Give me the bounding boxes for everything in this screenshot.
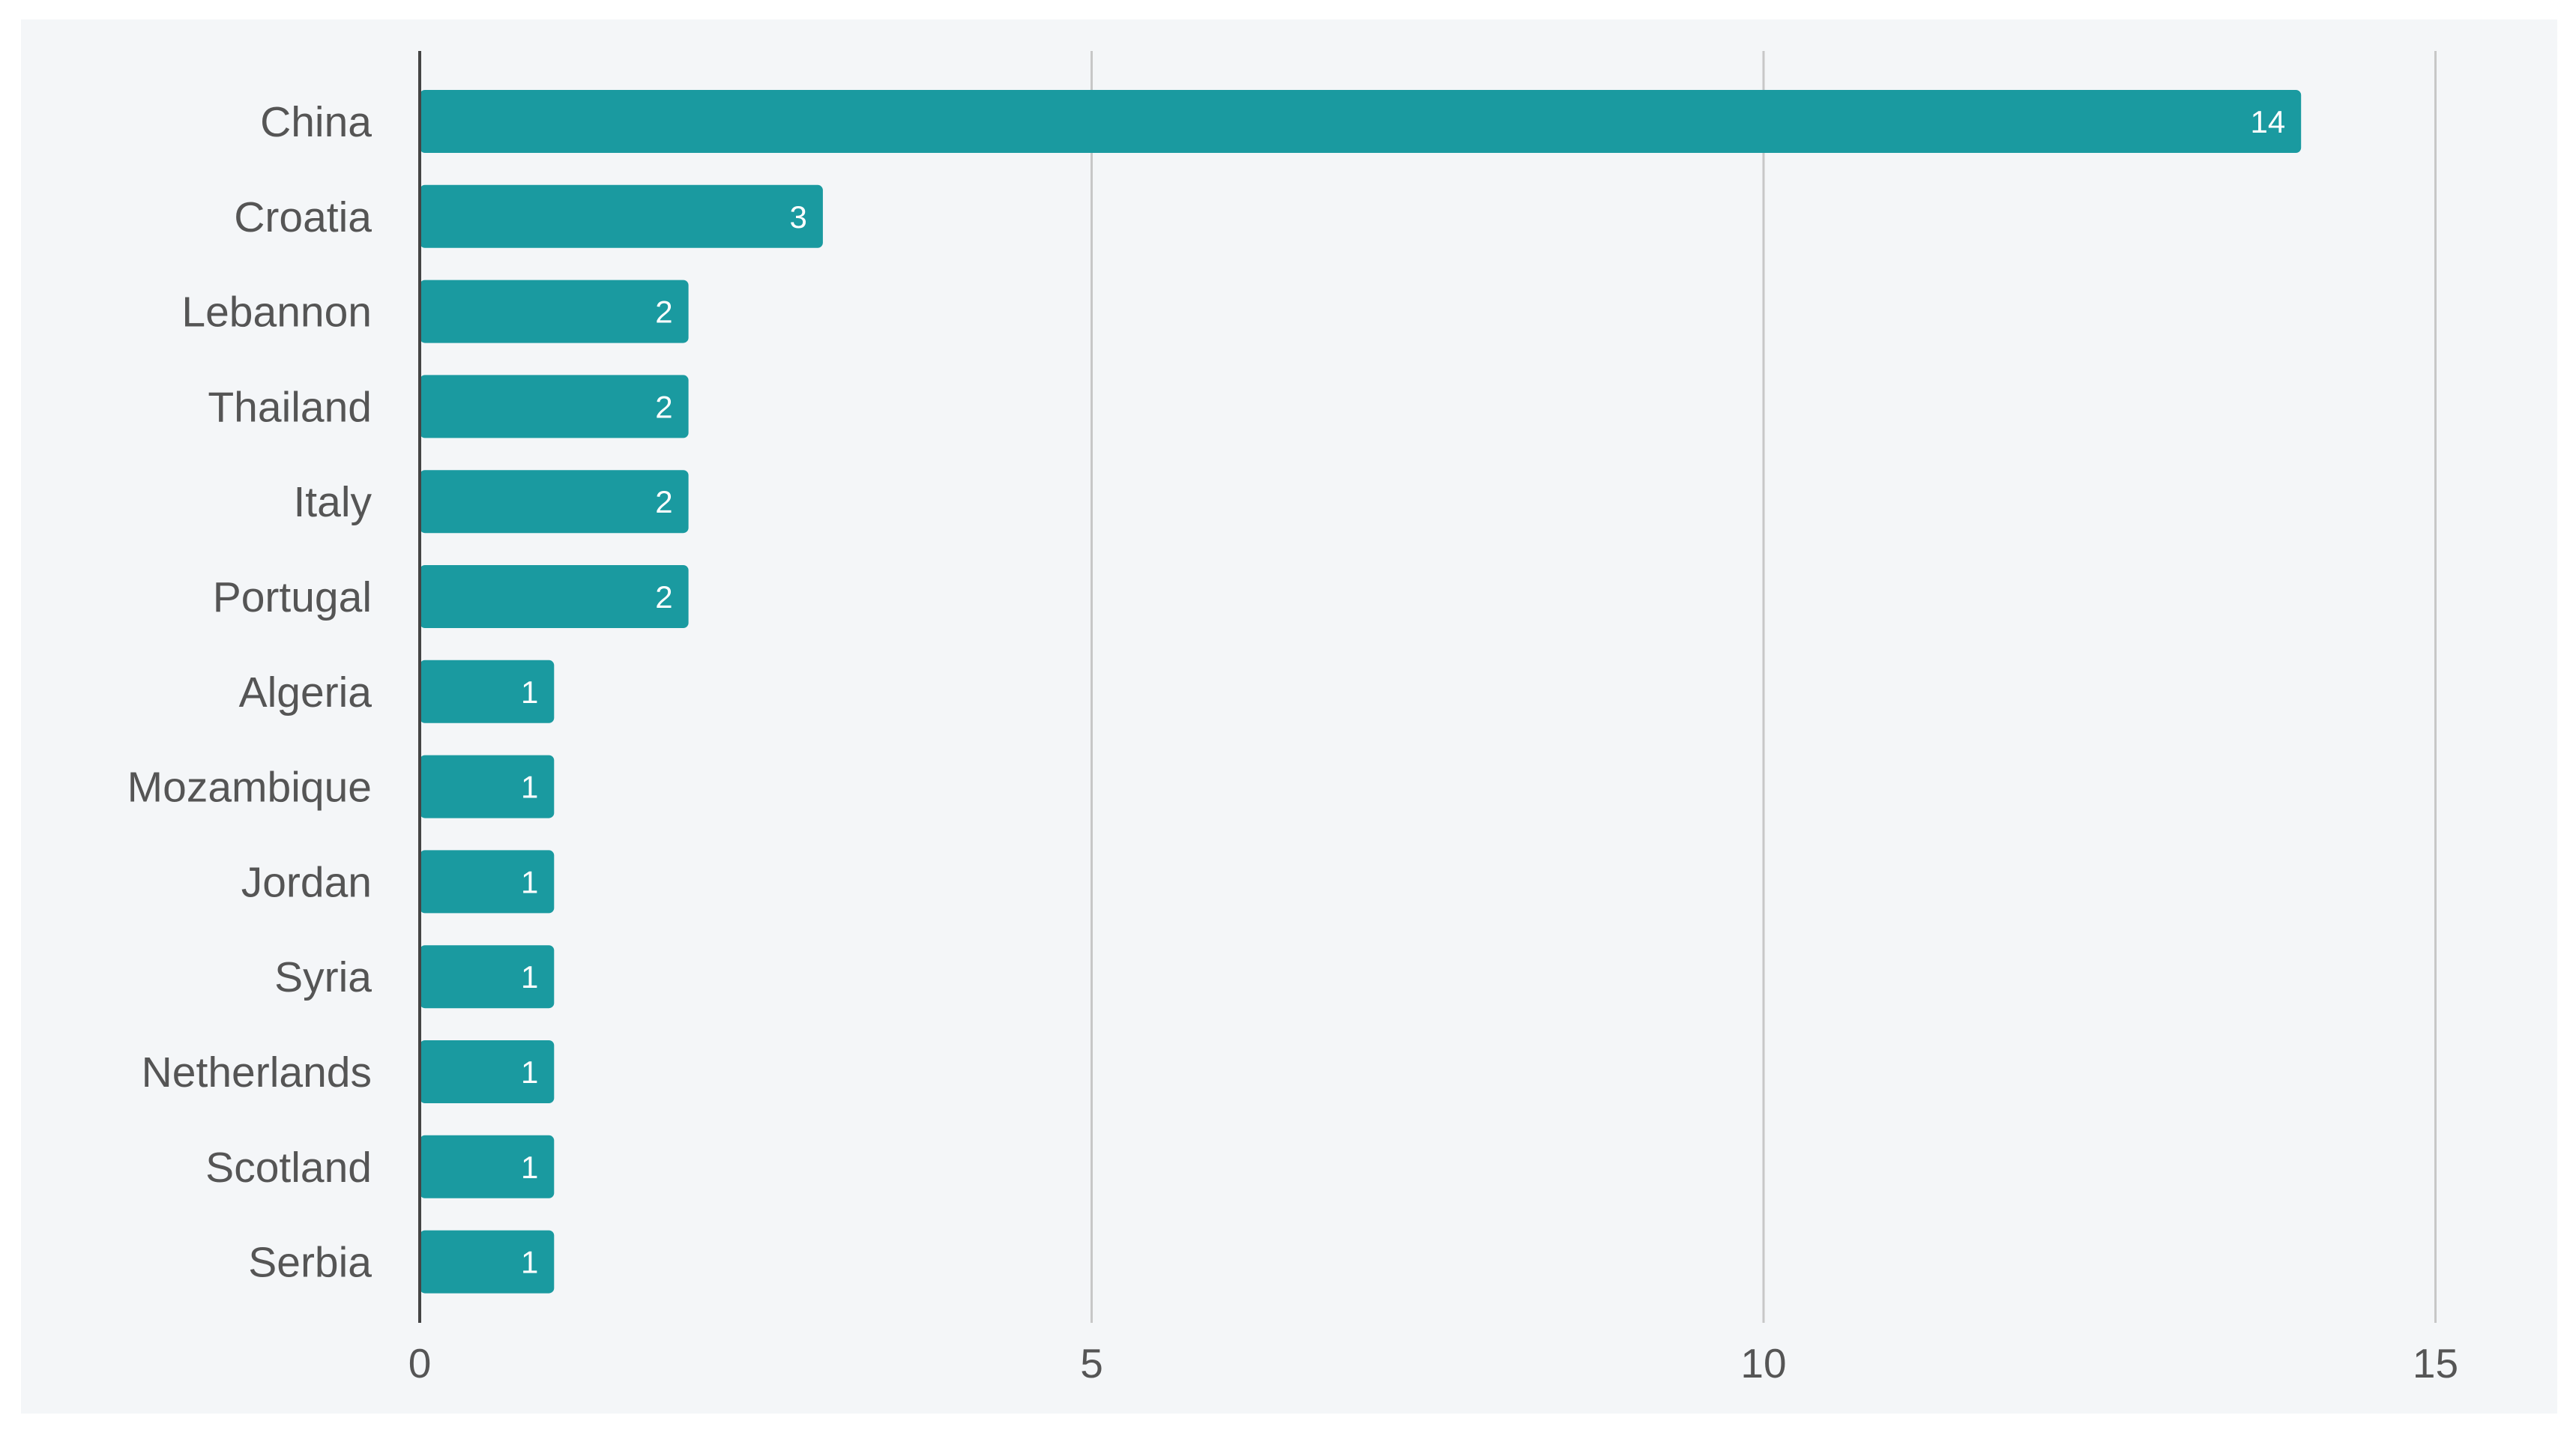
value-labels: 14 3 2 2 2 2 1 1 1 1 1 1 1 — [521, 104, 2285, 1280]
bar-syria — [420, 945, 555, 1009]
bar-netherlands — [420, 1040, 555, 1103]
bar-algeria — [420, 660, 555, 723]
category-label-syria: Syria — [274, 953, 372, 1001]
bar-thailand — [420, 375, 689, 438]
category-label-jordan: Jordan — [241, 858, 372, 906]
bar-mozambique — [420, 755, 555, 818]
x-tick-label-0: 0 — [408, 1340, 432, 1387]
category-label-portugal: Portugal — [213, 573, 372, 621]
x-tick-label-10: 10 — [1740, 1340, 1786, 1387]
x-tick-labels: 0 5 10 15 — [408, 1340, 2458, 1387]
category-label-serbia: Serbia — [248, 1239, 372, 1287]
bar-jordan — [420, 850, 555, 914]
x-tick-label-5: 5 — [1080, 1340, 1103, 1387]
category-label-italy: Italy — [293, 478, 372, 526]
value-label-algeria: 1 — [521, 675, 538, 710]
value-label-syria: 1 — [521, 959, 538, 995]
value-label-mozambique: 1 — [521, 770, 538, 805]
value-label-lebannon: 2 — [655, 295, 672, 330]
bar-lebannon — [420, 280, 689, 343]
category-label-croatia: Croatia — [234, 193, 372, 241]
bar-croatia — [420, 184, 823, 248]
category-label-thailand: Thailand — [208, 383, 372, 431]
category-label-algeria: Algeria — [239, 669, 372, 716]
bar-serbia — [420, 1230, 555, 1294]
value-label-croatia: 3 — [790, 199, 807, 235]
category-label-mozambique: Mozambique — [127, 764, 372, 812]
bar-scotland — [420, 1135, 555, 1198]
category-label-scotland: Scotland — [205, 1144, 372, 1192]
value-label-thailand: 2 — [655, 389, 672, 424]
category-label-netherlands: Netherlands — [142, 1049, 372, 1096]
bar-portugal — [420, 565, 689, 628]
category-label-china: China — [260, 98, 372, 146]
category-labels: China Croatia Lebannon Thailand Italy Portuga… — [127, 98, 372, 1287]
value-label-portugal: 2 — [655, 579, 672, 615]
value-label-jordan: 1 — [521, 864, 538, 899]
gridlines — [1091, 51, 2437, 1323]
value-label-scotland: 1 — [521, 1150, 538, 1185]
x-tick-label-15: 15 — [2413, 1340, 2458, 1387]
bar-italy — [420, 470, 689, 534]
bars — [420, 90, 2302, 1294]
value-label-china: 14 — [2250, 104, 2285, 139]
bar-china — [420, 90, 2302, 153]
value-label-italy: 2 — [655, 484, 672, 519]
category-label-lebannon: Lebannon — [181, 289, 372, 337]
value-label-serbia: 1 — [521, 1245, 538, 1280]
value-label-netherlands: 1 — [521, 1055, 538, 1090]
